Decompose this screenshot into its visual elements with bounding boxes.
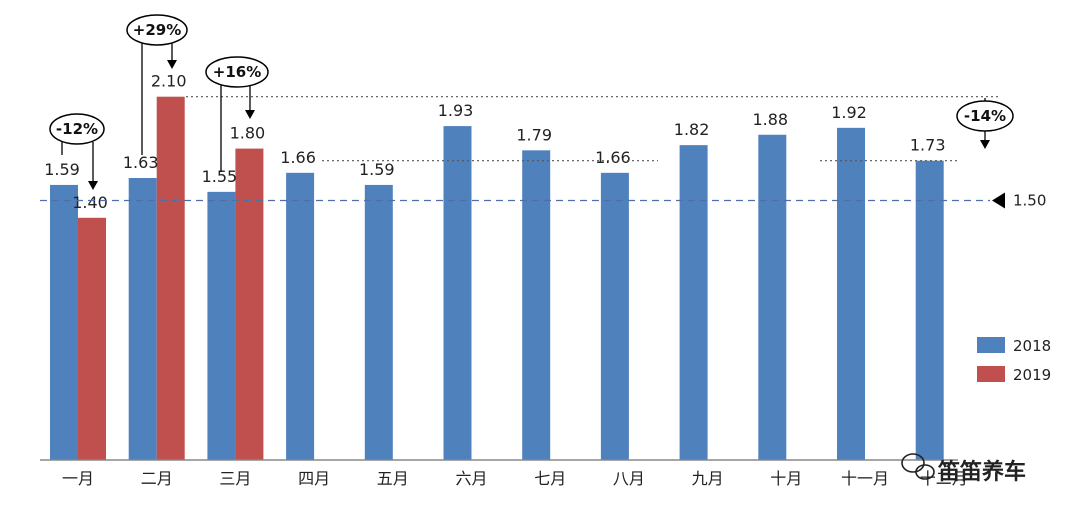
annotation-jan: -12% — [49, 113, 105, 190]
x-tick-label: 四月 — [298, 469, 330, 488]
bar-2019 — [78, 217, 106, 460]
watermark-text: 笛笛养车 — [937, 459, 1026, 485]
data-label-2018: 1.79 — [516, 125, 552, 144]
bar-2018 — [758, 134, 787, 460]
bar-2018 — [522, 150, 551, 460]
data-label-2019: 1.40 — [72, 193, 108, 212]
annotation-dec: -14% — [956, 98, 1014, 149]
data-label-2018: 1.93 — [438, 101, 474, 120]
x-tick-label: 十一月 — [841, 469, 889, 488]
data-label-2018: 1.59 — [359, 160, 395, 179]
x-tick-label: 五月 — [377, 469, 409, 488]
x-tick-label: 六月 — [455, 469, 487, 488]
data-label-2018: 1.88 — [752, 110, 788, 129]
x-tick-label: 七月 — [534, 469, 566, 488]
legend-swatch-2019 — [977, 366, 1005, 382]
data-label-2018: 1.92 — [831, 103, 867, 122]
bar-2018 — [915, 160, 944, 460]
bar-2018 — [443, 126, 472, 461]
data-label-2019: 2.10 — [151, 72, 187, 91]
legend: 2018 2019 — [977, 337, 1051, 384]
legend-swatch-2018 — [977, 337, 1005, 353]
x-tick-label: 二月 — [141, 469, 173, 488]
x-tick-label: 一月 — [62, 469, 94, 488]
x-tick-label: 十二月 — [920, 469, 968, 488]
bar-2019 — [156, 96, 185, 460]
annotation-label: +16% — [213, 63, 261, 81]
data-label-2018: 1.73 — [910, 136, 946, 155]
annotation-label: -12% — [56, 120, 98, 138]
x-tick-label: 八月 — [613, 469, 645, 488]
legend-label-2019: 2019 — [1013, 366, 1051, 384]
reference-marker-icon — [992, 192, 1005, 209]
bar-2018 — [600, 172, 629, 460]
watermark: 笛笛养车 — [901, 453, 1026, 485]
x-tick-label: 九月 — [692, 469, 724, 488]
wechat-logo-icon — [901, 453, 935, 480]
data-label-2018: 1.66 — [280, 148, 316, 167]
legend-label-2018: 2018 — [1013, 337, 1051, 355]
bar-2019 — [235, 148, 264, 460]
data-label-2018: 1.63 — [123, 153, 159, 172]
annotation-mar: +16% — [205, 56, 269, 172]
bar-2018 — [207, 191, 236, 460]
bar-2018 — [837, 127, 865, 460]
annotation-label: +29% — [133, 21, 181, 39]
x-tick-label: 十月 — [770, 469, 802, 488]
bar-2018 — [679, 145, 708, 460]
bar-2018 — [50, 184, 78, 460]
data-label-2018: 1.59 — [44, 160, 80, 179]
bar-2018 — [128, 178, 157, 460]
x-tick-label: 三月 — [219, 469, 251, 488]
data-label-2018: 1.82 — [674, 120, 710, 139]
reference-line-label: 1.50 — [1013, 192, 1046, 210]
data-label-2019: 1.80 — [230, 124, 266, 143]
data-label-2018: 1.66 — [595, 148, 631, 167]
bar-2018 — [364, 184, 393, 460]
annotation-label: -14% — [964, 107, 1006, 125]
bar-2018 — [286, 172, 315, 460]
annotation-feb: +29% — [126, 14, 188, 155]
data-label-2018: 1.55 — [202, 167, 238, 186]
